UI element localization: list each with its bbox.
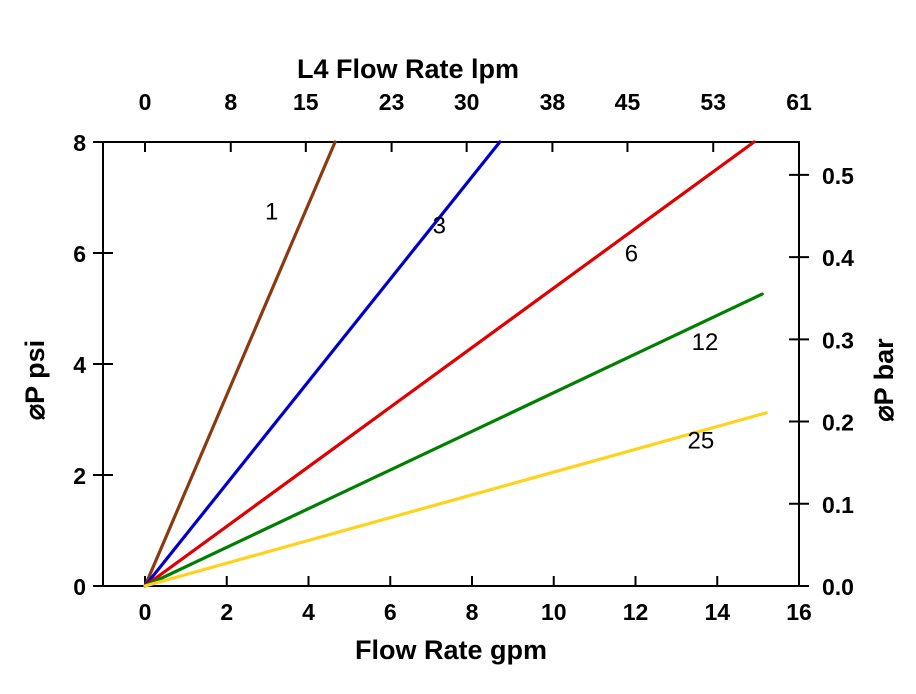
left-tick-label: 8 — [73, 130, 86, 156]
series-line-6 — [143, 140, 756, 588]
bottom-tick-label: 0 — [139, 599, 152, 625]
series-label-3: 3 — [433, 213, 446, 240]
top-axis-title: L4 Flow Rate lpm — [297, 54, 519, 84]
series-label-6: 6 — [625, 240, 638, 267]
top-tick-label: 38 — [540, 89, 566, 115]
bottom-tick-label: 6 — [384, 599, 397, 625]
left-tick-label: 2 — [73, 463, 86, 489]
top-tick-label: 8 — [224, 89, 237, 115]
series-inline-labels: 1 3 6 12 25 — [265, 199, 718, 455]
left-tick-label: 0 — [73, 574, 86, 600]
series-label-25: 25 — [688, 427, 715, 454]
left-axis-tick-labels: 0 2 4 6 8 — [73, 130, 86, 600]
right-tick-label: 0.1 — [822, 492, 854, 518]
top-tick-label: 61 — [786, 89, 812, 115]
series-line-25 — [143, 411, 768, 588]
bottom-tick-label: 12 — [623, 599, 649, 625]
series-lines — [143, 140, 768, 588]
bottom-tick-label: 10 — [541, 599, 567, 625]
left-axis-title: ⌀P psi — [20, 340, 50, 420]
bottom-tick-label: 16 — [786, 599, 812, 625]
bottom-tick-label: 4 — [302, 599, 315, 625]
right-axis-title: ⌀P bar — [869, 338, 899, 422]
series-line-12 — [143, 292, 764, 588]
right-tick-label: 0.2 — [822, 410, 854, 436]
bottom-axis-title: Flow Rate gpm — [355, 635, 547, 665]
series-label-1: 1 — [265, 199, 278, 226]
right-tick-label: 0.4 — [822, 245, 854, 271]
right-tick-label: 0.0 — [822, 574, 854, 600]
top-tick-label: 23 — [379, 89, 405, 115]
series-line-3 — [143, 140, 502, 588]
top-tick-label: 0 — [139, 89, 152, 115]
tick-marks — [93, 141, 809, 587]
top-axis-tick-labels: 0 8 15 23 30 38 45 53 61 — [139, 89, 812, 115]
bottom-tick-label: 14 — [704, 599, 730, 625]
bottom-tick-label: 8 — [466, 599, 479, 625]
right-tick-label: 0.5 — [822, 163, 854, 189]
left-tick-label: 4 — [73, 352, 86, 378]
top-tick-label: 30 — [454, 89, 480, 115]
top-tick-label: 45 — [615, 89, 641, 115]
top-tick-label: 15 — [293, 89, 319, 115]
right-tick-label: 0.3 — [822, 327, 854, 353]
bottom-tick-label: 2 — [220, 599, 233, 625]
bottom-axis-tick-labels: 0 2 4 6 8 10 12 14 16 — [139, 599, 812, 625]
series-line-1 — [143, 140, 337, 588]
top-tick-label: 53 — [700, 89, 726, 115]
series-label-12: 12 — [692, 329, 719, 356]
left-tick-label: 6 — [73, 241, 86, 267]
right-axis-tick-labels: 0.0 0.1 0.2 0.3 0.4 0.5 — [822, 163, 854, 600]
